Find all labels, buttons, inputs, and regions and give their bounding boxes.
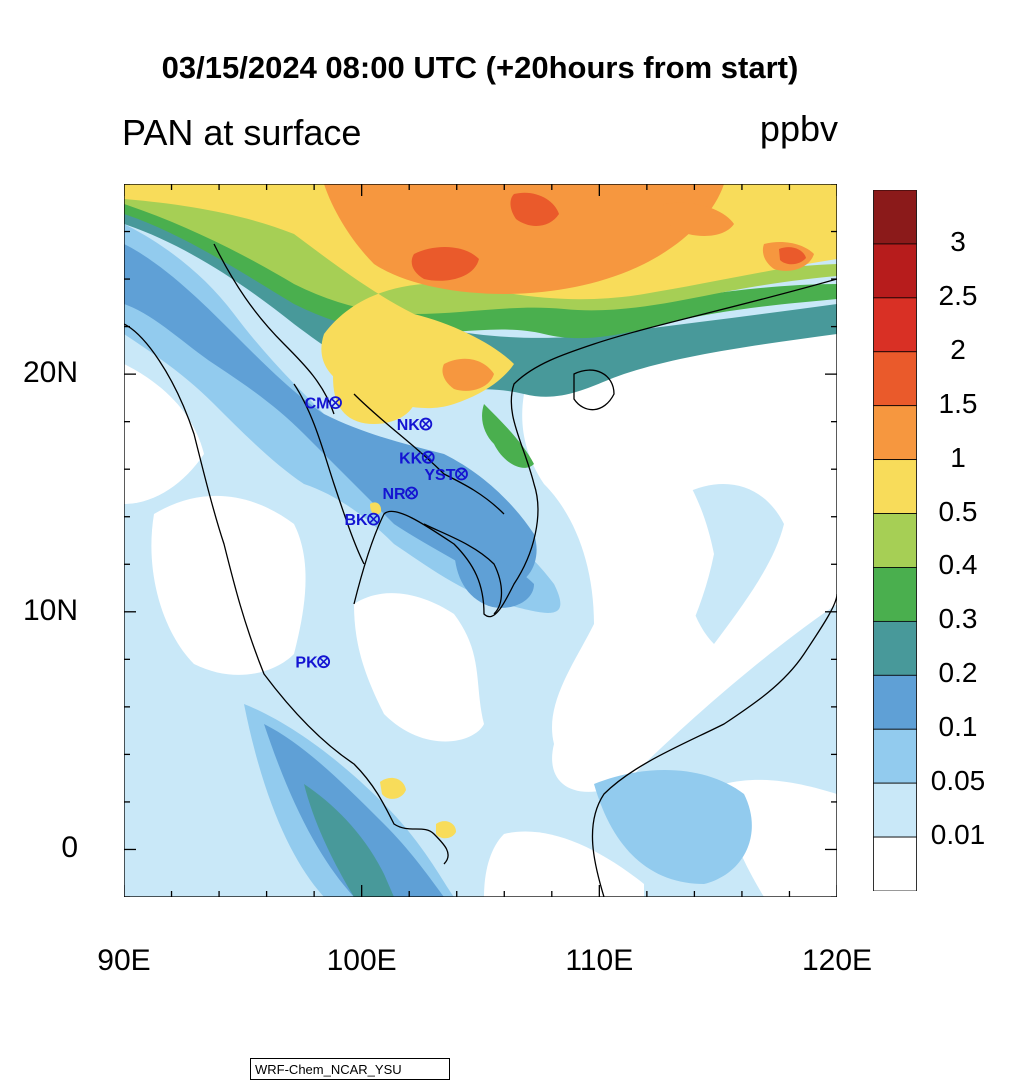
station-cm: CM xyxy=(305,396,342,413)
station-yst: YST xyxy=(424,467,468,484)
station-kk: KK xyxy=(399,450,435,467)
contour-0-3-vietnam xyxy=(482,404,534,468)
thailand-border xyxy=(293,383,365,565)
lon-label-100E: 100E xyxy=(326,944,397,977)
station-marker-icon xyxy=(455,467,468,481)
contour-0-2 xyxy=(124,204,837,397)
station-marker-icon xyxy=(421,450,435,464)
colorbar-label: 0.05 xyxy=(930,765,986,797)
contour-1-laos xyxy=(442,358,494,391)
gulf-of-thailand xyxy=(354,593,484,742)
station-label: PK xyxy=(295,655,318,672)
bay-of-bengal xyxy=(124,364,204,504)
contour-1-east xyxy=(663,202,734,236)
andaman-sea xyxy=(151,495,306,675)
celebes-sea xyxy=(724,779,837,897)
colorbar-label: 0.2 xyxy=(938,657,978,689)
lon-label-120E: 120E xyxy=(801,944,873,977)
colorbar-bin xyxy=(873,190,917,245)
colorbar-label: 0.5 xyxy=(938,495,978,527)
map-title: 03/15/2024 08:00 UTC (+20hours from star… xyxy=(161,50,799,85)
borneo-coast xyxy=(591,593,837,897)
station-label: BK xyxy=(344,512,368,529)
station-bk: BK xyxy=(344,512,380,529)
colorbar-label: 2 xyxy=(950,333,966,365)
hainan-coast xyxy=(573,369,615,411)
colorbar-label: 3 xyxy=(950,225,966,257)
coastlines xyxy=(124,243,837,897)
contour-0-1 xyxy=(124,244,537,586)
map-panel: CM NK KK YST NR BK PK WRF-Chem_NCAR_YSU xyxy=(124,184,837,1080)
model-credit: WRF-Chem_NCAR_YSU xyxy=(250,1058,450,1080)
lat-label-0: 0 xyxy=(61,831,78,865)
contour-0-1-cambodia xyxy=(454,544,534,608)
lon-label-110E: 110E xyxy=(565,944,634,977)
tick-marks xyxy=(124,184,837,897)
station-pk: PK xyxy=(295,655,331,672)
contour-1-5 xyxy=(411,247,479,281)
colorbar xyxy=(873,190,917,891)
colorbar-bin xyxy=(873,513,917,568)
colorbar-label: 0.01 xyxy=(930,819,986,851)
lon-label-90E: 90E xyxy=(97,944,151,977)
contour-0-1-sumatra xyxy=(264,724,444,897)
colorbar-label: 0.4 xyxy=(938,549,978,581)
station-label: CM xyxy=(305,396,330,413)
station-marker-icon xyxy=(329,396,342,410)
lat-label-10N: 10N xyxy=(22,593,78,627)
colorbar-bin xyxy=(873,459,917,514)
contour-0-4 xyxy=(124,194,837,314)
hotspot-singapore xyxy=(436,821,456,839)
colorbar-bin xyxy=(873,782,917,838)
units-label: ppbv xyxy=(759,108,838,149)
colorbar-bin xyxy=(873,351,917,407)
variable-label: PAN at surface xyxy=(122,112,362,153)
colorbar-bin xyxy=(873,674,917,730)
colorbar-label: 1.5 xyxy=(938,387,978,419)
cambodia-border xyxy=(423,523,503,615)
concentration-field xyxy=(124,184,837,897)
station-label: NR xyxy=(382,486,406,503)
colorbar-bin xyxy=(873,567,917,622)
colorbar-bin xyxy=(873,405,917,461)
station-marker-icon xyxy=(405,486,418,500)
java-sea xyxy=(484,831,644,897)
colorbar-bin xyxy=(873,728,917,784)
colorbar-bin xyxy=(873,836,917,891)
station-marker-icon xyxy=(419,417,433,431)
contour-1-5-coast xyxy=(779,247,806,265)
contour-0-05-borneo xyxy=(594,770,752,884)
contour-1-5-north xyxy=(510,192,559,226)
station-nr: NR xyxy=(382,486,418,503)
contour-0-5-laos xyxy=(333,360,417,424)
colorbar-bin xyxy=(873,243,917,299)
colorbar-label: 1 xyxy=(950,441,966,473)
colorbar-label: 0.1 xyxy=(938,711,978,743)
station-marker-icon xyxy=(367,512,380,526)
hotspot-sumatra xyxy=(380,777,406,799)
myanmar-border xyxy=(213,243,335,415)
station-label: KK xyxy=(399,450,423,467)
colorbar-bin xyxy=(873,620,917,676)
laos-border xyxy=(353,393,505,515)
mainland-coast xyxy=(124,278,837,865)
south-china-sea xyxy=(522,384,714,744)
station-marker-icon xyxy=(317,655,331,669)
colorbar-bin xyxy=(873,297,917,353)
colorbar-label: 2.5 xyxy=(938,279,978,311)
hotspot-bangkok xyxy=(370,502,382,515)
station-nk: NK xyxy=(397,417,433,434)
station-label: NK xyxy=(397,417,421,434)
station-label: YST xyxy=(424,467,455,484)
contour-0-2-sumatra xyxy=(304,784,394,897)
lat-label-20N: 20N xyxy=(22,356,78,390)
colorbar-label: 0.3 xyxy=(938,603,978,635)
